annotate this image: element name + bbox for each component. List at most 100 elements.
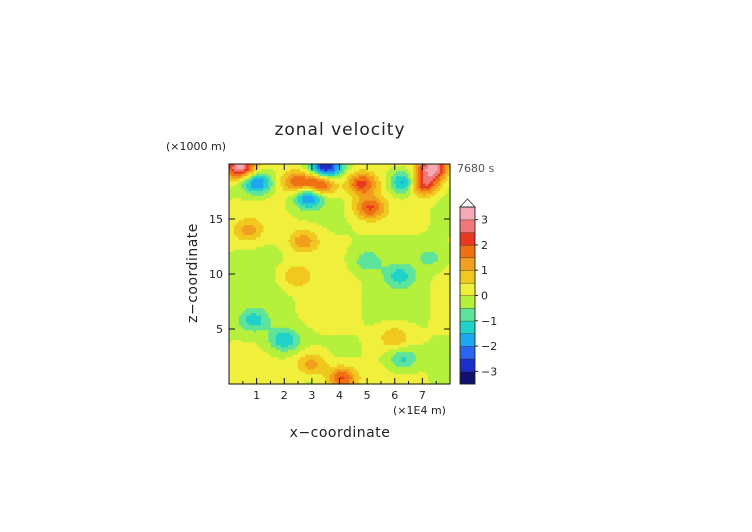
heatmap-cell (292, 274, 296, 278)
heatmap-cell (305, 327, 309, 331)
heatmap-cell (354, 195, 358, 199)
heatmap-cell (324, 320, 328, 324)
heatmap-cell (332, 186, 336, 190)
heatmap-cell (300, 344, 304, 348)
heatmap-cell (324, 210, 328, 214)
heatmap-cell (231, 200, 235, 204)
heatmap-cell (322, 188, 326, 192)
heatmap-cell (300, 352, 304, 356)
heatmap-cell (260, 286, 264, 290)
heatmap-cell (287, 357, 291, 361)
heatmap-cell (324, 318, 328, 322)
heatmap-cell (344, 264, 348, 268)
heatmap-cell (251, 335, 255, 339)
heatmap-cell (346, 269, 350, 273)
heatmap-cell (354, 283, 358, 287)
heatmap-cell (260, 291, 264, 295)
heatmap-cell (236, 225, 240, 229)
heatmap-cell (297, 376, 301, 380)
heatmap-cell (332, 181, 336, 185)
heatmap-cell (280, 357, 284, 361)
heatmap-cell (275, 254, 279, 258)
heatmap-cell (317, 342, 321, 346)
heatmap-cell (251, 293, 255, 297)
heatmap-cell (236, 252, 240, 256)
heatmap-cell (344, 222, 348, 226)
heatmap-cell (305, 357, 309, 361)
heatmap-cell (233, 310, 237, 314)
heatmap-cell (337, 371, 341, 375)
heatmap-cell (287, 198, 291, 202)
heatmap-cell (243, 237, 247, 241)
heatmap-cell (310, 178, 314, 182)
heatmap-cell (329, 173, 333, 177)
heatmap-cell (295, 318, 299, 322)
heatmap-cell (329, 247, 333, 251)
heatmap-cell (256, 222, 260, 226)
heatmap-cell (231, 176, 235, 180)
heatmap-cell (297, 171, 301, 175)
heatmap-cell (341, 234, 346, 238)
heatmap-cell (285, 313, 289, 317)
heatmap-cell (341, 220, 346, 224)
heatmap-cell (260, 212, 264, 216)
heatmap-cell (295, 276, 299, 280)
heatmap-cell (231, 288, 235, 292)
heatmap-cell (280, 337, 284, 341)
heatmap-cell (238, 364, 242, 368)
heatmap-cell (229, 349, 233, 353)
heatmap-cell (329, 239, 333, 243)
heatmap-cell (263, 359, 267, 363)
heatmap-cell (253, 293, 257, 297)
heatmap-cell (305, 381, 309, 385)
heatmap-cell (302, 208, 306, 212)
heatmap-cell (302, 303, 306, 307)
heatmap-cell (283, 315, 287, 319)
heatmap-cell (248, 164, 252, 168)
heatmap-cell (324, 225, 328, 229)
heatmap-cell (307, 239, 311, 243)
heatmap-cell (317, 173, 321, 177)
heatmap-cell (300, 249, 304, 253)
heatmap-cell (337, 222, 341, 226)
heatmap-cell (322, 352, 326, 356)
heatmap-cell (329, 296, 333, 300)
heatmap-cell (243, 168, 247, 172)
heatmap-cell (359, 249, 363, 253)
heatmap-cell (356, 178, 360, 182)
heatmap-cell (275, 168, 279, 172)
heatmap-cell (258, 168, 262, 172)
heatmap-cell (307, 215, 311, 219)
heatmap-cell (260, 320, 264, 324)
heatmap-cell (361, 293, 365, 297)
heatmap-cell (246, 261, 250, 265)
heatmap-cell (258, 320, 262, 324)
heatmap-cell (297, 283, 301, 287)
heatmap-cell (307, 173, 311, 177)
heatmap-cell (329, 310, 333, 314)
heatmap-cell (354, 337, 358, 341)
heatmap-cell (297, 354, 301, 358)
heatmap-cell (341, 232, 346, 236)
heatmap-cell (238, 195, 242, 199)
heatmap-cell (290, 249, 294, 253)
heatmap-cell (229, 176, 233, 180)
heatmap-cell (233, 176, 237, 180)
heatmap-cell (260, 220, 264, 224)
heatmap-cell (327, 195, 331, 199)
heatmap-cell (329, 230, 333, 234)
heatmap-cell (295, 239, 299, 243)
heatmap-cell (319, 237, 323, 241)
heatmap-cell (351, 217, 355, 221)
heatmap-cell (229, 266, 233, 270)
heatmap-cell (233, 330, 237, 334)
heatmap-cell (292, 227, 296, 231)
heatmap-cell (300, 173, 304, 177)
heatmap-cell (238, 352, 242, 356)
heatmap-cell (337, 242, 341, 246)
heatmap-cell (243, 310, 247, 314)
heatmap-cell (258, 171, 262, 175)
heatmap-cell (351, 305, 355, 309)
heatmap-cell (233, 352, 237, 356)
heatmap-cell (241, 234, 245, 238)
